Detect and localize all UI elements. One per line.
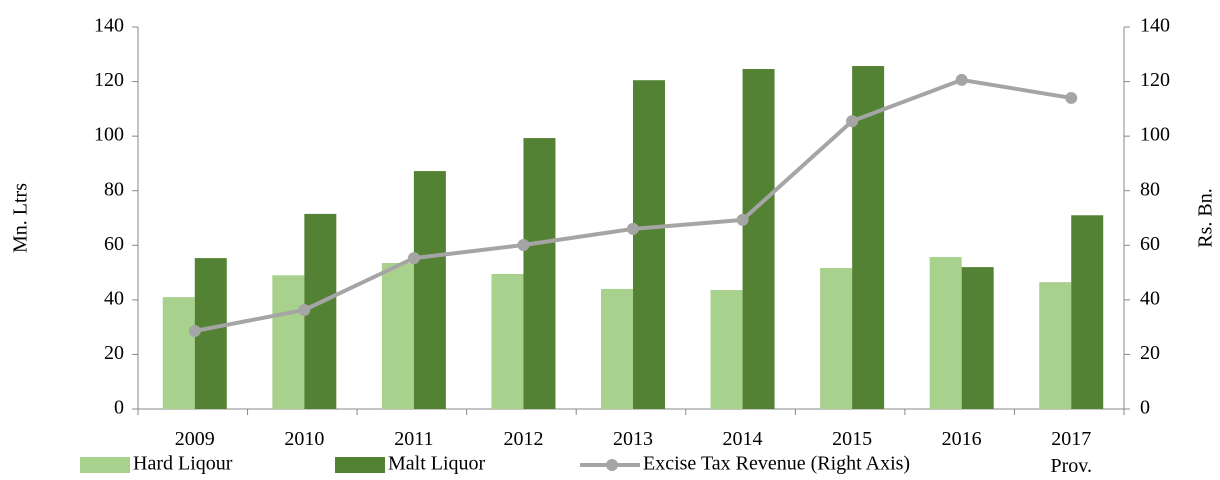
- bar: [1071, 215, 1104, 409]
- bar: [710, 290, 743, 409]
- x-tick-label: 2014: [722, 428, 763, 450]
- y2-tick-label: 100: [1140, 124, 1170, 146]
- line-marker: [846, 115, 859, 128]
- legend-swatch: [80, 457, 130, 473]
- y-axis-title: Mn. Ltrs: [10, 183, 32, 253]
- y2-tick-label: 20: [1140, 342, 1160, 364]
- bar: [961, 267, 994, 409]
- y2-axis-title: Rs. Bn.: [1195, 188, 1217, 247]
- line-marker: [736, 213, 749, 226]
- x-tick-label: 2011: [394, 428, 434, 450]
- y2-tick-label: 120: [1140, 69, 1170, 91]
- line-marker: [517, 239, 530, 252]
- bar: [601, 288, 633, 409]
- y2-tick-label: 40: [1140, 287, 1160, 309]
- line-marker: [188, 324, 201, 337]
- y2-tick-label: 0: [1140, 397, 1150, 419]
- y-tick-label: 100: [94, 124, 124, 146]
- line-marker: [955, 73, 968, 86]
- y-tick-label: 60: [104, 233, 124, 255]
- legend-label: Excise Tax Revenue (Right Axis): [643, 453, 910, 475]
- bar: [929, 257, 962, 409]
- bar: [1039, 282, 1072, 409]
- legend-marker: [606, 459, 618, 471]
- bar: [272, 275, 305, 409]
- line-marker: [298, 303, 311, 316]
- bar: [742, 69, 775, 410]
- x-tick-label: 2013: [613, 428, 653, 450]
- bar: [523, 138, 556, 409]
- bar: [381, 263, 414, 409]
- legend-swatch: [335, 457, 385, 473]
- bar: [162, 297, 195, 409]
- x-tick-label: 2017 Prov.: [1050, 428, 1092, 477]
- y-tick-label: 140: [94, 15, 124, 37]
- y2-tick-label: 80: [1140, 178, 1160, 200]
- line-marker: [407, 252, 420, 265]
- y-tick-label: 0: [114, 397, 124, 419]
- legend-label: Malt Liquor: [388, 453, 486, 475]
- bar: [820, 267, 853, 409]
- line-marker: [627, 222, 639, 235]
- line-marker: [1065, 91, 1078, 104]
- y-tick-label: 120: [94, 69, 124, 91]
- y-tick-label: 20: [104, 342, 124, 364]
- x-tick-label: 2012: [503, 428, 544, 450]
- x-tick-label: 2010: [284, 428, 325, 450]
- bar: [633, 80, 665, 409]
- legend-label: Hard Liqour: [133, 453, 233, 475]
- bar: [413, 171, 446, 409]
- y2-tick-label: 60: [1140, 233, 1160, 255]
- y2-tick-label: 140: [1140, 15, 1170, 37]
- x-tick-label: 2016: [941, 428, 982, 450]
- y-tick-label: 80: [104, 178, 124, 200]
- y-tick-label: 40: [104, 287, 124, 309]
- bar: [491, 273, 524, 409]
- x-tick-label: 2009: [174, 428, 215, 450]
- x-tick-label: 2015: [832, 428, 873, 450]
